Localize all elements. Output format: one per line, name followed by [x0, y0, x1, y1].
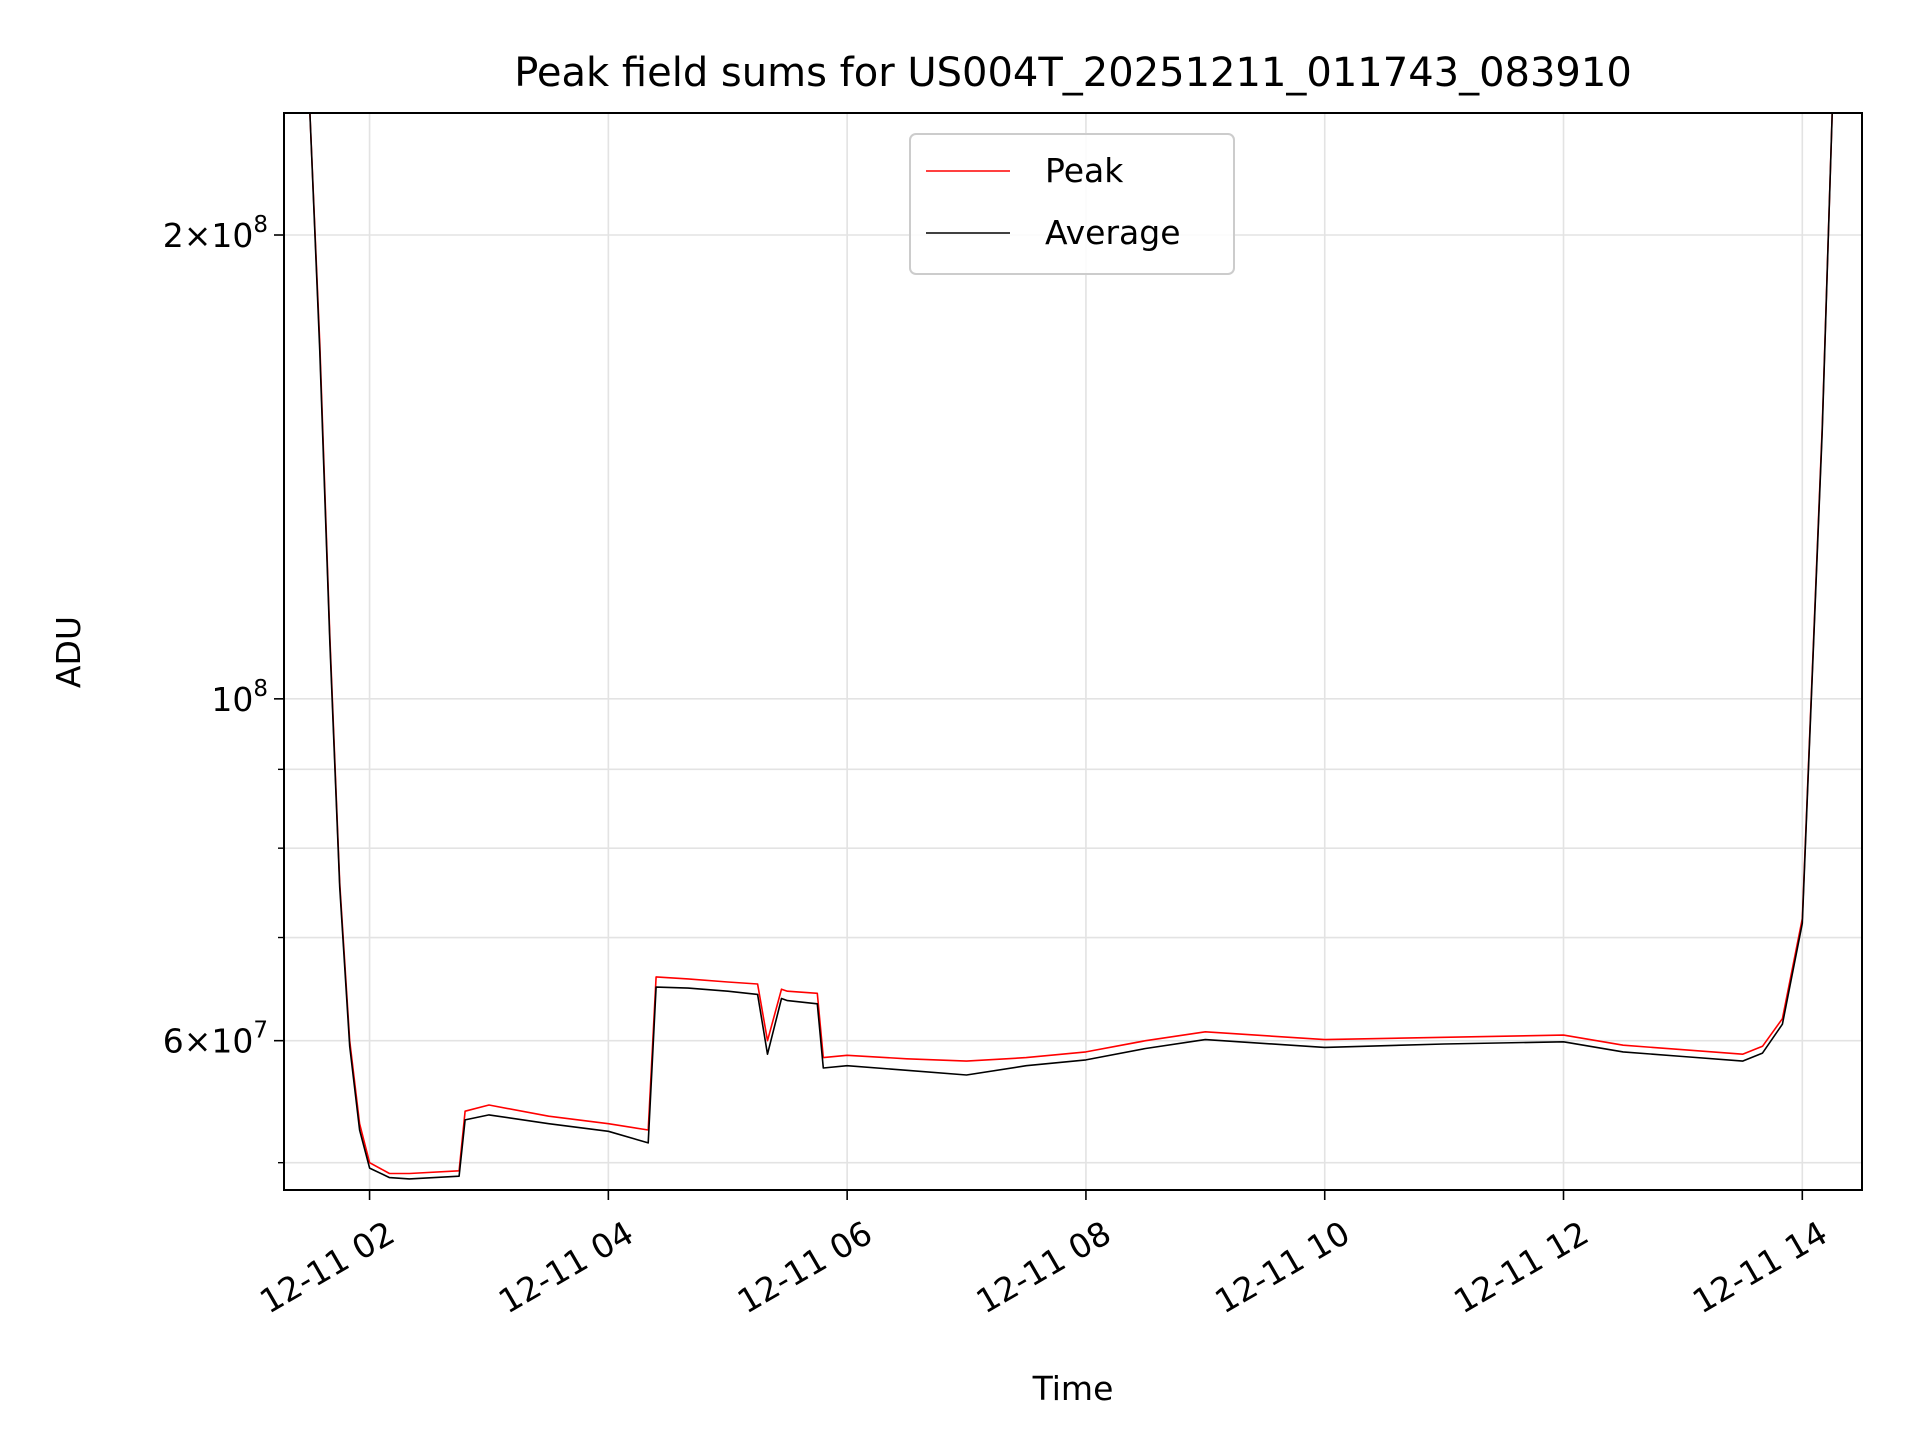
y-tick-label: 108 [211, 676, 268, 719]
chart-title: Peak field sums for US004T_20251211_0117… [514, 50, 1632, 96]
legend-box [909, 133, 1235, 275]
series-line-average [309, 112, 1833, 1180]
legend-label-peak: Peak [1045, 151, 1124, 190]
y-tick-label: 2×108 [163, 212, 268, 255]
x-axis-title: Time [1032, 1369, 1114, 1408]
y-tick-label: 6×107 [163, 1018, 268, 1061]
legend-label-average: Average [1045, 213, 1181, 252]
series-lines [309, 112, 1833, 1180]
legend: Peak Average [909, 133, 1235, 275]
plot-frame [283, 112, 1863, 1191]
series-line-peak [309, 112, 1833, 1175]
y-axis-title: ADU [49, 616, 88, 688]
